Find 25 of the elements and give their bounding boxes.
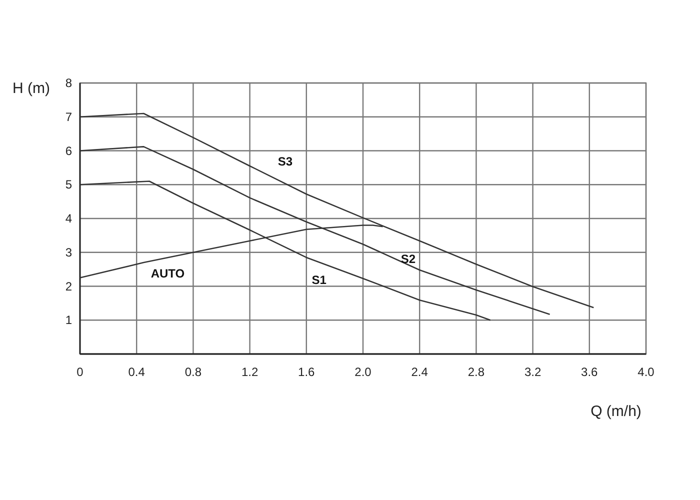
y-tick-label: 7 [65, 110, 72, 124]
series-label: AUTO [150, 266, 185, 281]
y-tick-label: 4 [65, 212, 72, 226]
x-tick-label: 2.4 [411, 365, 428, 379]
x-tick-label: 0.4 [128, 365, 146, 379]
x-tick-label: 2.0 [354, 365, 372, 379]
x-tick-label: 0 [76, 365, 84, 379]
x-tick-label: 4.0 [638, 365, 655, 379]
series-label: S2 [400, 252, 416, 266]
y-tick-label: 5 [65, 178, 72, 192]
y-tick-label: 8 [65, 76, 72, 90]
x-tick-label: 2.8 [468, 365, 485, 379]
x-tick-label: 0.8 [184, 365, 202, 379]
x-tick-label: 3.6 [581, 365, 598, 379]
series-label: S1 [312, 273, 327, 288]
y-tick-label: 1 [65, 313, 72, 328]
y-tick-label: 6 [65, 144, 72, 158]
y-tick-label: 3 [65, 245, 72, 260]
x-axis-title: Q (m/h) [590, 403, 642, 420]
x-tick-label: 3.2 [524, 365, 542, 379]
series-label: S3 [278, 154, 293, 169]
x-tick-label: 1.2 [241, 365, 258, 379]
x-tick-label: 1.6 [298, 365, 316, 379]
y-tick-label: 2 [65, 279, 72, 294]
y-axis-title: H (m) [12, 80, 50, 97]
